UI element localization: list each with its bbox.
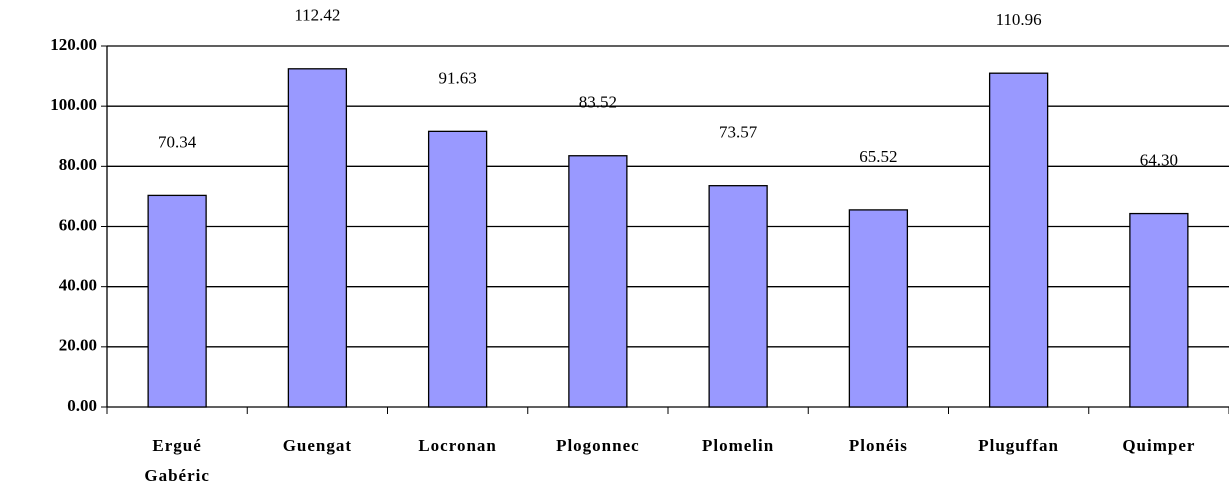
y-tick-label: 40.00 (59, 276, 97, 295)
value-label: 64.30 (1140, 150, 1178, 169)
x-tick-label: Pluguffan (978, 436, 1059, 455)
value-label: 112.42 (294, 6, 340, 25)
x-tick-label: Guengat (283, 436, 352, 455)
value-label: 110.96 (996, 10, 1042, 29)
value-label: 83.52 (579, 93, 617, 112)
x-tick-label: Plomelin (702, 436, 774, 455)
bar (708, 185, 768, 408)
y-tick-label: 120.00 (50, 35, 97, 54)
y-tick-label: 100.00 (50, 95, 97, 114)
value-label: 91.63 (439, 68, 477, 87)
x-tick-label: Plonéis (849, 436, 908, 455)
x-tick-label: Locronan (418, 436, 497, 455)
bar (1129, 212, 1189, 408)
x-tick-label: Quimper (1122, 436, 1195, 455)
value-label: 73.57 (719, 123, 758, 142)
y-tick-label: 20.00 (59, 336, 97, 355)
value-label: 65.52 (859, 147, 897, 166)
x-tick-label: Ergué Gabéric (144, 436, 210, 485)
y-tick-label: 60.00 (59, 215, 97, 234)
bar (287, 68, 348, 408)
y-tick-label: 0.00 (67, 396, 97, 415)
bar (568, 155, 628, 408)
y-tick-label: 80.00 (59, 155, 97, 174)
value-label: 70.34 (158, 132, 197, 151)
bar (147, 194, 207, 408)
bar (427, 130, 488, 408)
x-tick-label: Plogonnec (556, 436, 640, 455)
bar (988, 72, 1049, 408)
bar (848, 209, 909, 408)
